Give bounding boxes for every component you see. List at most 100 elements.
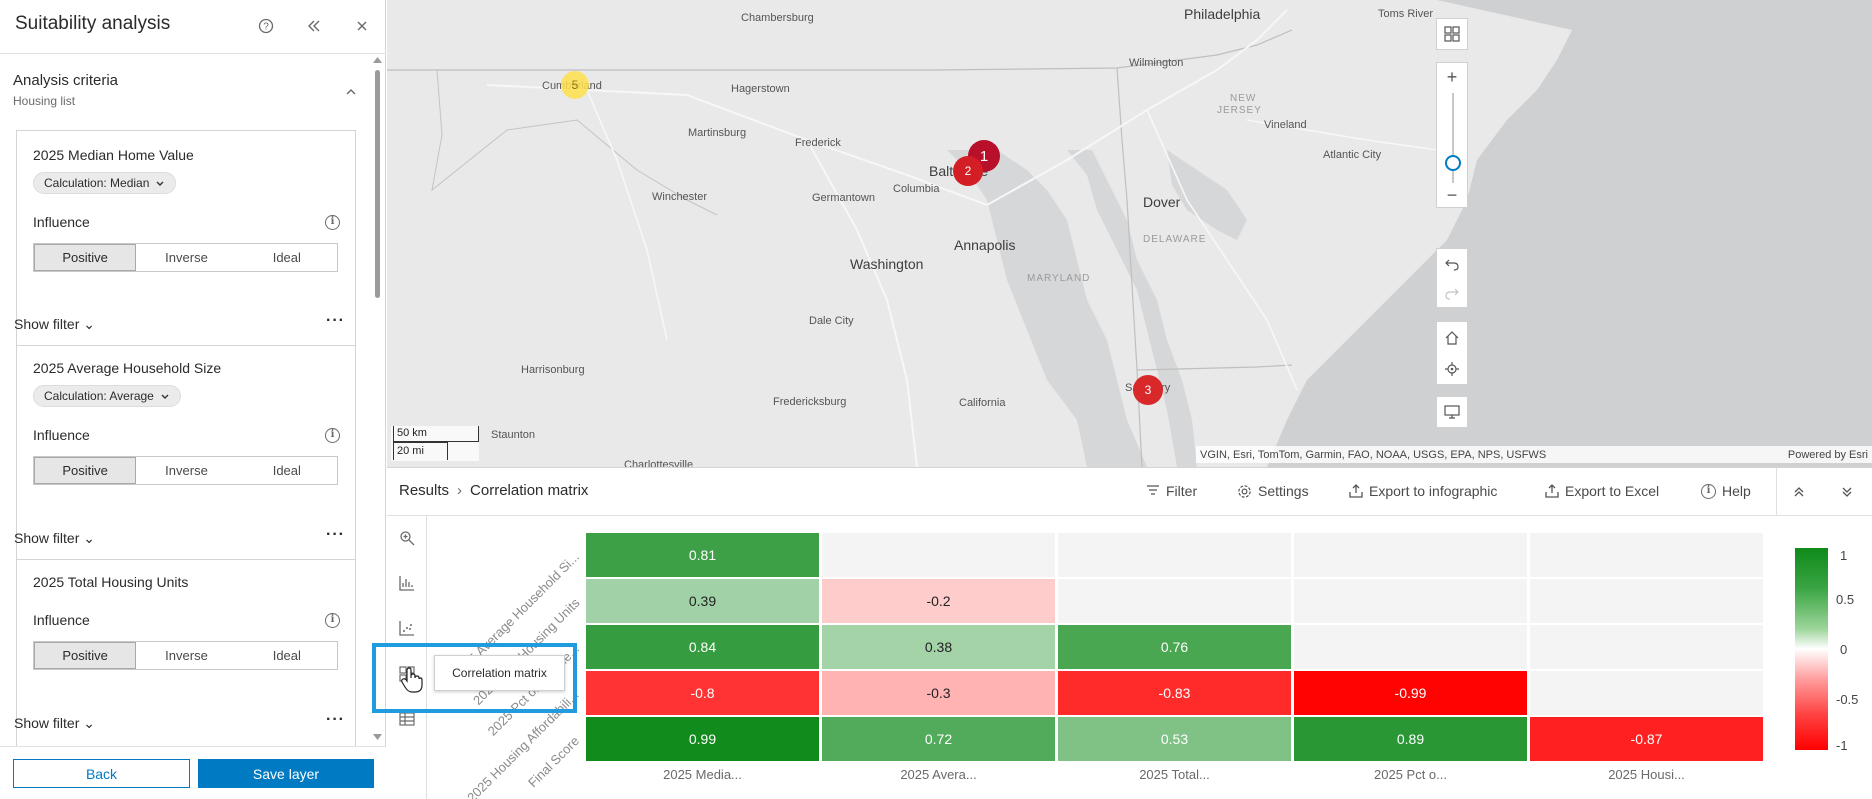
scale-bar-mi (393, 442, 448, 460)
more-options-icon[interactable]: ··· (326, 526, 345, 543)
powered-by-esri[interactable]: Powered by Esri (1787, 448, 1868, 461)
info-icon[interactable]: i (325, 613, 340, 628)
zoom-out-button[interactable]: − (1446, 184, 1458, 205)
heatmap-cell[interactable]: -0.99 (1293, 670, 1528, 716)
highlight-box (372, 643, 577, 713)
info-icon[interactable]: i (325, 215, 340, 230)
show-filter-toggle[interactable]: Show filter ⌄ (14, 530, 95, 547)
heatmap-cell[interactable]: -0.8 (585, 670, 820, 716)
influence-inverse[interactable]: Inverse (165, 250, 208, 265)
show-filter-toggle[interactable]: Show filter ⌄ (14, 316, 95, 333)
screen-button[interactable] (1436, 396, 1468, 428)
influence-inverse[interactable]: Inverse (165, 463, 208, 478)
monitor-icon (1444, 405, 1460, 419)
settings-button[interactable]: Settings (1237, 483, 1309, 499)
cluster-marker[interactable]: 2 (953, 156, 983, 186)
scroll-up-arrow-icon[interactable] (373, 56, 382, 64)
heatmap-cell[interactable] (1293, 532, 1528, 578)
panel-scrollbar[interactable] (372, 56, 382, 741)
calculation-dropdown[interactable]: Calculation: Median (33, 172, 177, 194)
heatmap-cell[interactable]: 0.72 (821, 716, 1056, 762)
suitability-panel: Suitability analysis ? Analysis criteria… (0, 0, 386, 799)
navigation-control (1436, 321, 1468, 385)
collapse-down-icon[interactable] (1840, 485, 1854, 499)
heatmap-cell[interactable]: 0.84 (585, 624, 820, 670)
scrollbar-thumb[interactable] (375, 70, 380, 298)
back-button[interactable]: Back (13, 759, 190, 788)
zoom-slider-track[interactable] (1452, 93, 1454, 183)
x-axis-label: 2025 Media... (663, 767, 742, 782)
place-label: Staunton (491, 429, 536, 441)
influence-inverse[interactable]: Inverse (165, 648, 208, 663)
scroll-down-arrow-icon[interactable] (373, 733, 382, 741)
influence-positive[interactable]: Positive (34, 244, 137, 271)
toolbar-divider (1776, 468, 1777, 516)
state-label: JERSEY (1217, 105, 1262, 116)
heatmap-cell[interactable]: 0.53 (1057, 716, 1292, 762)
zoom-slider-thumb[interactable] (1445, 154, 1461, 171)
info-icon[interactable]: i (325, 428, 340, 443)
show-filter-label: Show filter (14, 530, 80, 546)
heatmap-cell[interactable]: 0.39 (585, 578, 820, 624)
analysis-criteria-title[interactable]: Analysis criteria (13, 72, 119, 89)
influence-segmented-control: Positive Inverse Ideal (33, 641, 338, 670)
influence-positive[interactable]: Positive (34, 457, 137, 484)
place-label: Germantown (812, 192, 875, 204)
heatmap-cell[interactable] (821, 532, 1056, 578)
heatmap-cell[interactable] (1293, 578, 1528, 624)
heatmap-cell[interactable]: 0.89 (1293, 716, 1528, 762)
filter-button[interactable]: Filter (1146, 483, 1197, 499)
expand-up-icon[interactable] (1792, 485, 1806, 499)
cluster-marker[interactable]: 5 (561, 71, 589, 99)
help-label: Help (1722, 483, 1751, 499)
breadcrumb-results[interactable]: Results (399, 482, 450, 499)
heatmap-cell[interactable] (1529, 578, 1764, 624)
export-excel-button[interactable]: Export to Excel (1545, 483, 1659, 499)
heatmap-cell[interactable]: -0.3 (821, 670, 1056, 716)
collapse-panel-icon[interactable] (303, 15, 325, 37)
save-layer-button[interactable]: Save layer (198, 759, 374, 788)
export-infographic-button[interactable]: Export to infographic (1349, 483, 1497, 499)
close-icon[interactable] (351, 15, 373, 37)
cluster-marker[interactable]: 3 (1133, 375, 1163, 405)
heatmap-cell[interactable] (1529, 670, 1764, 716)
influence-ideal[interactable]: Ideal (272, 463, 301, 478)
heatmap-cell[interactable]: 0.38 (821, 624, 1056, 670)
show-filter-toggle[interactable]: Show filter ⌄ (14, 715, 95, 732)
table-icon[interactable] (397, 709, 417, 729)
more-options-icon[interactable]: ··· (326, 711, 345, 728)
help-icon[interactable]: ? (255, 15, 277, 37)
heatmap-cell[interactable]: -0.87 (1529, 716, 1764, 762)
help-button[interactable]: i Help (1701, 483, 1751, 499)
heatmap-cell[interactable]: 0.76 (1057, 624, 1292, 670)
x-axis-label: 2025 Housi... (1608, 767, 1685, 782)
heatmap-cell[interactable] (1057, 532, 1292, 578)
heatmap-cell[interactable] (1057, 578, 1292, 624)
legend-tick: -1 (1836, 738, 1848, 753)
heatmap-cell[interactable]: 0.81 (585, 532, 820, 578)
locate-icon[interactable] (1445, 361, 1459, 376)
place-label: Fredericksburg (773, 396, 847, 408)
calculation-dropdown[interactable]: Calculation: Average (33, 385, 181, 407)
map-view[interactable]: Chambersburg Philadelphia Toms River Cum… (387, 0, 1872, 467)
heatmap-cell[interactable] (1529, 624, 1764, 670)
heatmap-cell[interactable] (1529, 532, 1764, 578)
heatmap-cell[interactable]: -0.83 (1057, 670, 1292, 716)
heatmap-cell[interactable] (1293, 624, 1528, 670)
heatmap-cell[interactable]: -0.2 (821, 578, 1056, 624)
influence-positive[interactable]: Positive (34, 642, 137, 669)
zoom-to-icon[interactable] (397, 528, 417, 548)
undo-icon[interactable] (1445, 257, 1459, 271)
place-label: Wilmington (1129, 57, 1184, 69)
more-options-icon[interactable]: ··· (326, 312, 345, 329)
heatmap-cell[interactable]: 0.99 (585, 716, 820, 762)
bar-chart-icon[interactable] (397, 573, 417, 593)
basemap-gallery-button[interactable] (1436, 18, 1468, 50)
place-label: California (959, 397, 1006, 409)
scatter-plot-icon[interactable] (397, 618, 417, 638)
influence-ideal[interactable]: Ideal (272, 250, 301, 265)
zoom-in-button[interactable]: + (1446, 66, 1458, 87)
influence-ideal[interactable]: Ideal (272, 648, 301, 663)
home-icon[interactable] (1445, 330, 1459, 345)
chevron-up-icon[interactable] (340, 81, 362, 103)
